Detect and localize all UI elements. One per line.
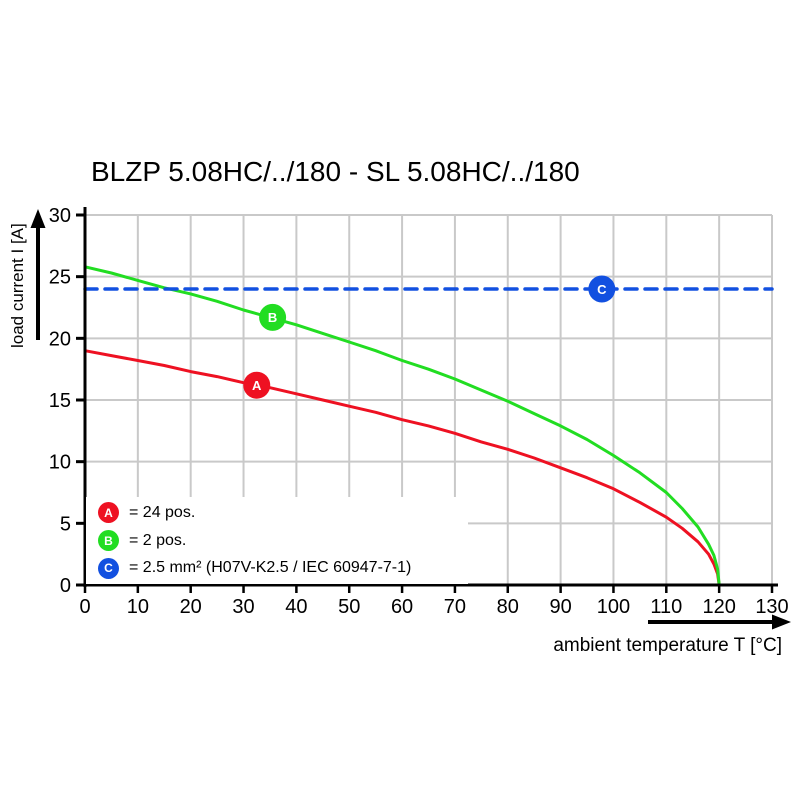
- legend-marker-a-icon: A: [98, 502, 119, 524]
- legend-item-b: B = 2 pos.: [98, 529, 468, 553]
- x-tick-label: 120: [702, 596, 735, 618]
- legend-item-c: C = 2.5 mm² (H07V-K2.5 / IEC 60947-7-1): [98, 556, 468, 580]
- x-tick-label: 20: [180, 596, 202, 618]
- legend-marker-c-icon: C: [98, 557, 119, 579]
- legend-item-a: A = 24 pos.: [98, 501, 468, 525]
- x-axis-arrow-icon: [648, 614, 791, 630]
- x-axis-label: ambient temperature T [°C]: [553, 635, 782, 656]
- legend-marker-a-letter: A: [104, 505, 113, 520]
- legend-label-c: = 2.5 mm² (H07V-K2.5 / IEC 60947-7-1): [129, 559, 412, 577]
- y-tick-label: 5: [60, 513, 71, 535]
- curve-marker-c-letter: C: [597, 282, 607, 297]
- y-tick-label: 10: [49, 452, 71, 474]
- x-tick-label: 40: [285, 596, 307, 618]
- x-tick-label: 70: [444, 596, 466, 618]
- y-tick-label: 25: [49, 267, 71, 289]
- x-tick-label: 50: [338, 596, 360, 618]
- x-tick-label: 10: [127, 596, 149, 618]
- curve-marker-a-letter: A: [252, 378, 262, 393]
- x-tick-label: 90: [549, 596, 571, 618]
- legend-label-a: = 24 pos.: [129, 503, 196, 521]
- x-tick-label: 130: [755, 596, 788, 618]
- y-tick-label: 15: [49, 390, 71, 412]
- legend-marker-b-icon: B: [98, 530, 119, 551]
- x-tick-label: 100: [597, 596, 630, 618]
- y-tick-label: 0: [60, 575, 71, 597]
- x-tick-label: 30: [232, 596, 254, 618]
- curve-marker-b-letter: B: [268, 310, 277, 325]
- legend-marker-c-letter: C: [104, 561, 113, 576]
- y-tick-label: 20: [49, 328, 71, 350]
- chart-title: BLZP 5.08HC/../180 - SL 5.08HC/../180: [91, 156, 580, 187]
- curve-marker-b-icon: [259, 303, 287, 331]
- curve-marker-c-icon: [588, 275, 616, 303]
- legend-label-b: = 2 pos.: [129, 531, 187, 549]
- x-tick-label: 0: [79, 596, 90, 618]
- curve-marker-a-icon: [243, 371, 271, 399]
- series-curve-b: [83, 265, 721, 587]
- y-axis-label: load current I [A]: [8, 223, 27, 348]
- y-tick-label: 30: [49, 205, 71, 227]
- series-curve-a: [83, 349, 721, 587]
- x-tick-label: 80: [497, 596, 519, 618]
- chart-legend: A = 24 pos. B = 2 pos. C = 2.5 mm² (H07V…: [86, 497, 468, 584]
- y-axis-arrow-icon: [30, 209, 46, 340]
- legend-marker-b-letter: B: [104, 533, 113, 548]
- x-tick-label: 110: [650, 596, 682, 618]
- x-tick-label: 60: [391, 596, 413, 618]
